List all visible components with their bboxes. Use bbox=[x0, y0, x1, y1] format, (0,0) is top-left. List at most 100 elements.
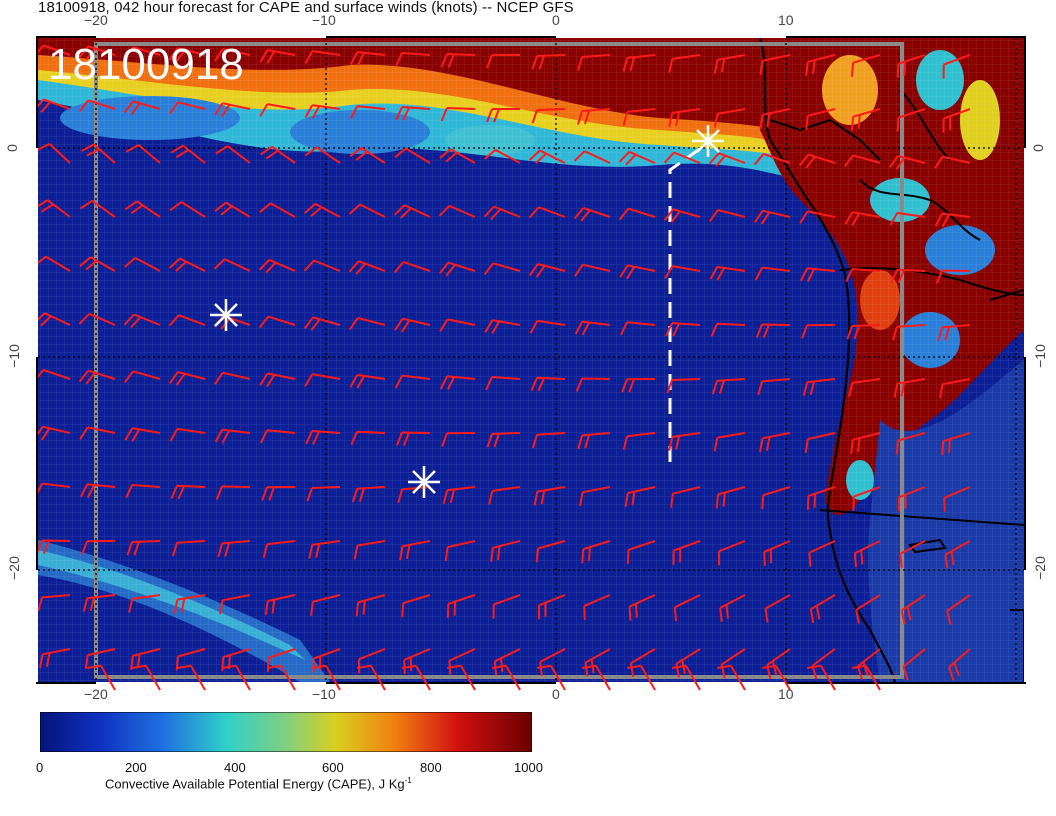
wind-barb bbox=[715, 486, 746, 509]
lat-tick-right-3: −20 bbox=[1031, 556, 1048, 580]
colorbar-title: Convective Available Potential Energy (C… bbox=[105, 776, 412, 791]
asterisk-marker-1 bbox=[210, 299, 242, 331]
wind-barb bbox=[303, 316, 341, 331]
wind-barb bbox=[394, 374, 431, 389]
wind-barb bbox=[303, 259, 341, 272]
wind-barbs-below bbox=[87, 664, 881, 691]
wind-barb bbox=[401, 594, 431, 618]
wind-barb bbox=[804, 432, 836, 454]
wind-barb bbox=[807, 664, 836, 691]
wind-barb bbox=[304, 104, 341, 119]
wind-barb bbox=[665, 322, 701, 337]
wind-barb bbox=[169, 427, 206, 442]
wind-barb bbox=[486, 108, 520, 123]
wind-barb bbox=[492, 594, 521, 619]
wind-barb bbox=[944, 540, 971, 569]
wind-barb bbox=[308, 540, 341, 559]
wind-barb bbox=[81, 540, 116, 555]
wind-barb bbox=[39, 648, 71, 669]
wind-barb bbox=[717, 540, 746, 566]
wind-barb bbox=[306, 486, 341, 502]
wind-barb bbox=[214, 428, 251, 444]
wind-barb bbox=[349, 203, 386, 218]
wind-barb bbox=[38, 594, 71, 612]
wind-barb bbox=[440, 107, 476, 122]
wind-barb bbox=[942, 108, 971, 133]
wind-barb bbox=[801, 324, 836, 339]
wind-barb bbox=[937, 324, 971, 342]
wind-barb bbox=[895, 432, 926, 455]
wind-barb bbox=[394, 147, 431, 164]
wind-barb bbox=[668, 432, 701, 451]
wind-barb bbox=[899, 540, 926, 568]
wind-barb bbox=[486, 54, 520, 69]
wind-barb bbox=[395, 106, 431, 121]
wind-barb bbox=[38, 44, 71, 56]
wind-barb bbox=[710, 322, 746, 337]
wind-barb bbox=[82, 594, 116, 612]
wind-barb bbox=[664, 265, 701, 279]
colorbar-label-800: 800 bbox=[420, 760, 442, 775]
wind-barb bbox=[582, 664, 611, 691]
lon-tick-bottom-3: 0 bbox=[552, 686, 560, 702]
wind-barb bbox=[802, 378, 836, 396]
wind-barb bbox=[581, 540, 611, 564]
wind-barb bbox=[38, 482, 71, 494]
wind-barb bbox=[763, 540, 791, 566]
wind-barb bbox=[350, 430, 386, 445]
wind-barb bbox=[169, 201, 206, 218]
wind-barb bbox=[78, 99, 116, 112]
wind-barb bbox=[846, 324, 881, 340]
wind-barb bbox=[850, 432, 881, 454]
wind-barb bbox=[87, 664, 116, 691]
wind-barb bbox=[754, 209, 791, 225]
wind-barb bbox=[531, 108, 566, 124]
wind-barb bbox=[259, 202, 296, 218]
wind-barb bbox=[809, 594, 836, 624]
wind-barb bbox=[629, 648, 656, 678]
wind-barb bbox=[531, 432, 566, 449]
wind-barb bbox=[618, 150, 656, 166]
wind-barb bbox=[38, 425, 71, 441]
wind-barb bbox=[123, 100, 161, 115]
wind-barb bbox=[168, 314, 206, 327]
lon-tick-top-3: 0 bbox=[552, 12, 560, 28]
wind-barb bbox=[888, 155, 926, 170]
wind-barb bbox=[805, 54, 836, 76]
country-borders bbox=[769, 89, 1024, 682]
wind-barb bbox=[533, 486, 566, 506]
wind-barb bbox=[620, 321, 656, 336]
wind-barb bbox=[262, 540, 296, 558]
wind-barb bbox=[483, 205, 521, 221]
wind-barb bbox=[528, 206, 566, 219]
wind-barb bbox=[577, 108, 611, 125]
colorbar-title-sup: -1 bbox=[404, 776, 412, 785]
wind-barb bbox=[852, 664, 881, 691]
colorbar-label-1000: 1000 bbox=[514, 760, 543, 775]
wind-barb bbox=[486, 432, 521, 448]
wind-barb bbox=[890, 268, 926, 284]
wind-barb bbox=[259, 103, 296, 117]
lon-tick-top-1: −20 bbox=[84, 12, 108, 28]
wind-barb bbox=[259, 49, 296, 64]
wind-barb bbox=[125, 144, 161, 164]
wind-barb bbox=[80, 483, 116, 498]
wind-barb bbox=[626, 540, 656, 564]
wind-barb bbox=[855, 594, 881, 624]
wind-barb bbox=[844, 211, 881, 226]
wind-barb bbox=[393, 260, 431, 274]
lon-tick-bottom-1: −20 bbox=[84, 686, 108, 702]
wind-barb bbox=[853, 540, 881, 568]
wind-barb bbox=[440, 53, 476, 68]
wind-barb bbox=[672, 540, 701, 565]
wind-barb bbox=[805, 108, 836, 130]
wind-barb bbox=[170, 144, 206, 164]
wind-barb bbox=[624, 486, 656, 508]
wind-barb bbox=[798, 153, 836, 169]
wind-barb bbox=[78, 45, 116, 61]
wind-barb bbox=[264, 594, 296, 616]
wind-barb bbox=[946, 594, 971, 625]
wind-barb bbox=[438, 261, 476, 277]
fine-grid bbox=[38, 38, 1024, 682]
wind-barb bbox=[577, 54, 611, 71]
